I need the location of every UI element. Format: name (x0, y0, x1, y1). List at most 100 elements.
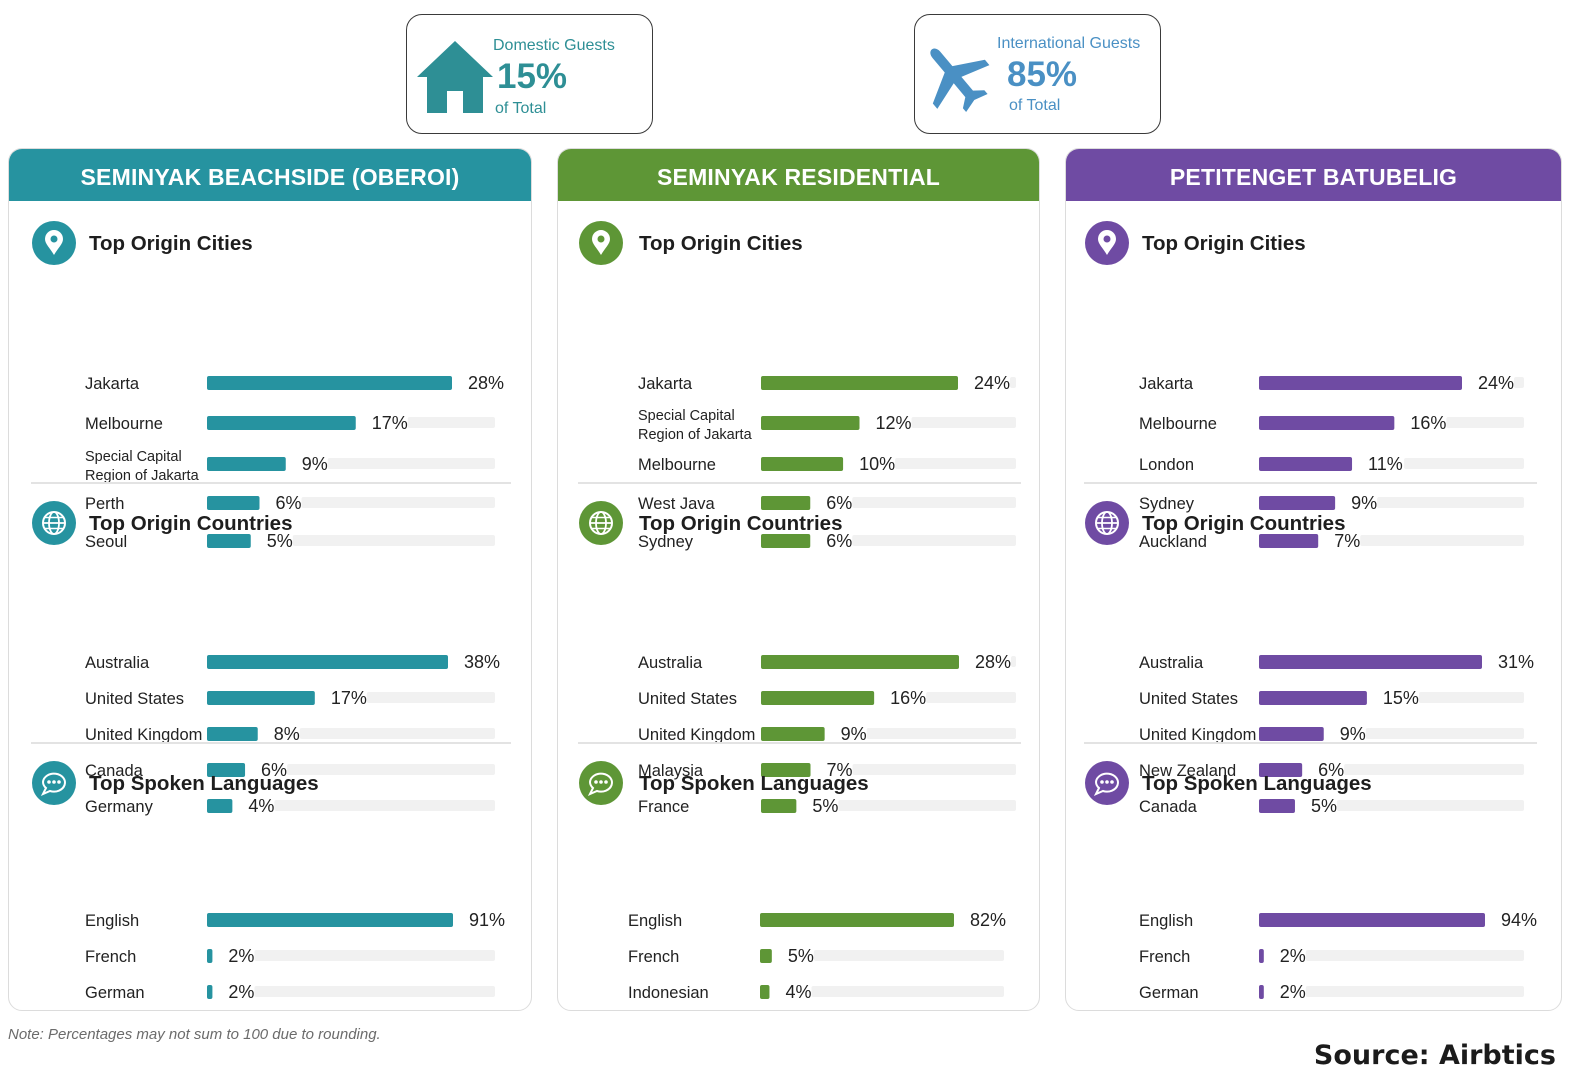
bar (1259, 727, 1324, 741)
category-label: French (628, 948, 679, 966)
category-label: French (85, 948, 136, 966)
value-label: 6% (1318, 760, 1344, 780)
panel-petitenget-batubelig: PETITENGET BATUBELIG Top Origin Cities Ja… (1065, 148, 1562, 1011)
value-label: 5% (788, 946, 814, 966)
bar (207, 727, 258, 741)
panel-chart: Top Origin Cities Jakarta 24% Melbourne 16% L… (1084, 221, 1537, 1002)
value-label: 2% (1280, 982, 1306, 1002)
bar-track (1446, 417, 1524, 428)
panel-chart: Top Origin Cities Jakarta 28% Melbourne 17% S… (31, 221, 511, 1002)
category-label: United States (638, 690, 737, 708)
domestic-guests-card: Domestic Guests 15% of Total (406, 14, 653, 134)
category-label: United Kingdom (85, 726, 202, 744)
value-label: 17% (331, 688, 367, 708)
domestic-sub: of Total (495, 100, 547, 117)
bar-row: French 2% (85, 946, 495, 966)
bar-row: Jakarta 28% (85, 373, 504, 393)
bar-track (866, 728, 1016, 739)
bar-row: Australia 31% (1139, 652, 1534, 672)
section-title: Top Spoken Languages (89, 772, 319, 795)
bar (207, 534, 251, 548)
bar-track (1365, 728, 1524, 739)
bar-row: United Kingdom 9% (638, 724, 1016, 744)
bar-row: United States 16% (638, 688, 1016, 708)
domestic-label: Domestic Guests (493, 37, 615, 54)
bar-row: Melbourne 10% (638, 454, 1016, 474)
value-label: 7% (827, 760, 853, 780)
location-pin-icon (579, 221, 623, 265)
category-label: Australia (1139, 654, 1204, 672)
value-label: 94% (1501, 910, 1537, 930)
chart-section: Top Spoken Languages English 82% French 5% In… (578, 742, 1021, 1002)
bar (1259, 534, 1319, 548)
section-title: Top Spoken Languages (639, 772, 869, 795)
chat-bubble-icon (32, 761, 76, 805)
value-label: 6% (826, 493, 852, 513)
bar (761, 691, 875, 705)
bar-track (895, 458, 1016, 469)
bar (1259, 376, 1462, 390)
bar (1259, 913, 1485, 927)
bar (207, 416, 356, 430)
chart-section: Top Origin Cities Jakarta 24% Special Capit… (579, 221, 1016, 551)
bar-track (1360, 535, 1524, 546)
category-label: German (85, 984, 145, 1002)
bar-row: Australia 28% (638, 652, 1016, 672)
value-label: 24% (1478, 373, 1514, 393)
value-label: 9% (1351, 493, 1377, 513)
category-label: Indonesian (628, 984, 709, 1002)
value-label: 38% (464, 652, 500, 672)
bar-track (1377, 497, 1524, 508)
bar-track (407, 417, 495, 428)
panel-seminyak-residential: SEMINYAK RESIDENTIAL Top Origin Cities Ja… (557, 148, 1040, 1011)
bar-track (1514, 377, 1524, 388)
bar (1259, 949, 1264, 963)
bar-track (926, 692, 1016, 703)
bar (207, 691, 315, 705)
bar (761, 534, 811, 548)
bar-row: France 5% (638, 796, 1016, 816)
category-label: London (1139, 456, 1194, 474)
bar-track (1336, 800, 1524, 811)
bar-row: Melbourne 16% (1139, 413, 1524, 433)
category-label: Jakarta (638, 375, 693, 393)
panel-seminyak-beachside: SEMINYAK BEACHSIDE (OBEROI) Top Origin C… (8, 148, 532, 1011)
bar-track (301, 497, 495, 508)
bar (1259, 496, 1336, 510)
bar-track (1011, 656, 1016, 667)
value-label: 2% (228, 982, 254, 1002)
category-label: Sydney (638, 533, 694, 551)
bar-row: Perth 6% (85, 493, 495, 513)
bar-row: English 82% (628, 910, 1006, 930)
category-label: Jakarta (85, 375, 140, 393)
bar-row: German 2% (1139, 982, 1524, 1002)
category-label: Melbourne (85, 415, 163, 433)
category-label: Special Capital Region of Jakarta (85, 449, 200, 484)
chart-section: Top Origin Countries Australia 28% United S… (578, 482, 1021, 816)
location-pin-icon (32, 221, 76, 265)
airplane-icon (930, 48, 990, 113)
bar-track (1404, 458, 1524, 469)
bar-row: Indonesian 4% (628, 982, 1004, 1002)
category-label: United Kingdom (638, 726, 755, 744)
international-value: 85% (1007, 55, 1078, 94)
section-title: Top Spoken Languages (1142, 772, 1372, 795)
value-label: 12% (876, 413, 912, 433)
bar (761, 496, 811, 510)
bar (1259, 763, 1303, 777)
bar (761, 457, 844, 471)
bar-row: Malaysia 7% (638, 760, 1016, 780)
chart-section: Top Origin Cities Jakarta 24% Melbourne 16% L… (1085, 221, 1524, 551)
section-title: Top Origin Cities (639, 232, 803, 255)
section-title: Top Origin Cities (1142, 232, 1306, 255)
section-title: Top Origin Cities (89, 232, 253, 255)
category-label: Special Capital Region of Jakarta (638, 408, 753, 443)
bar-track (852, 535, 1016, 546)
chart-section: Top Origin Countries Australia 31% United S… (1084, 482, 1537, 816)
bar-track (838, 800, 1016, 811)
bar-row: United Kingdom 8% (85, 724, 495, 744)
value-label: 5% (1311, 796, 1337, 816)
panel-title: SEMINYAK RESIDENTIAL (558, 149, 1039, 201)
bar-row: Canada 6% (85, 760, 495, 780)
